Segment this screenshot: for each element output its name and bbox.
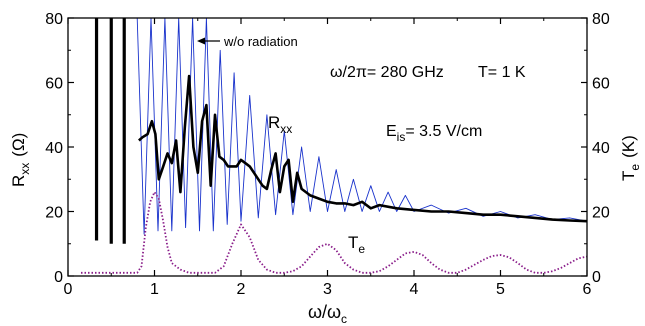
x-tick-label: 6: [583, 281, 592, 298]
x-axis-label: ω/ωc: [308, 302, 347, 326]
y-left-tick-label: 60: [45, 76, 63, 93]
x-tick-label: 5: [496, 281, 505, 298]
y-left-tick-label: 80: [45, 11, 63, 28]
series-line-w-o-radiation: [136, 18, 587, 235]
x-tick-label: 3: [323, 281, 332, 298]
x-tick-label: 1: [150, 281, 159, 298]
field-label: Eis= 3.5 V/cm: [386, 123, 482, 144]
y-right-tick-label: 20: [592, 205, 610, 222]
y-right-tick-label: 60: [592, 76, 610, 93]
y-right-tick-label: 0: [592, 269, 601, 286]
wo-radiation-label: w/o radiation: [223, 34, 298, 49]
y-axis-label-left: Rxx(Ω): [9, 133, 32, 187]
y-axis-label-right: Te(K): [619, 135, 642, 181]
x-tick-label: 0: [64, 281, 73, 298]
y-left-tick-label: 40: [45, 140, 63, 157]
y-right-tick-label: 80: [592, 11, 610, 28]
axis-ticks: [67, 17, 588, 277]
series-group: [81, 18, 587, 274]
arrow-head: [197, 37, 205, 45]
plot-frame: [67, 17, 588, 277]
series-layer: [81, 18, 587, 274]
series-line-te: [81, 191, 587, 274]
wo-radiation-annotation: w/o radiation: [197, 34, 298, 49]
series-line-rxx: [138, 74, 587, 223]
te-curve-label: Te: [348, 233, 365, 256]
temperature-label: T= 1 K: [478, 64, 526, 81]
x-tick-label: 4: [410, 281, 419, 298]
y-left-tick-label: 0: [54, 269, 63, 286]
y-right-tick-label: 40: [592, 140, 610, 157]
rxx-curve-label: Rxx: [268, 113, 292, 136]
frequency-label: ω/2π= 280 GHz: [330, 64, 444, 81]
x-tick-label: 2: [237, 281, 246, 298]
y-left-tick-label: 20: [45, 205, 63, 222]
